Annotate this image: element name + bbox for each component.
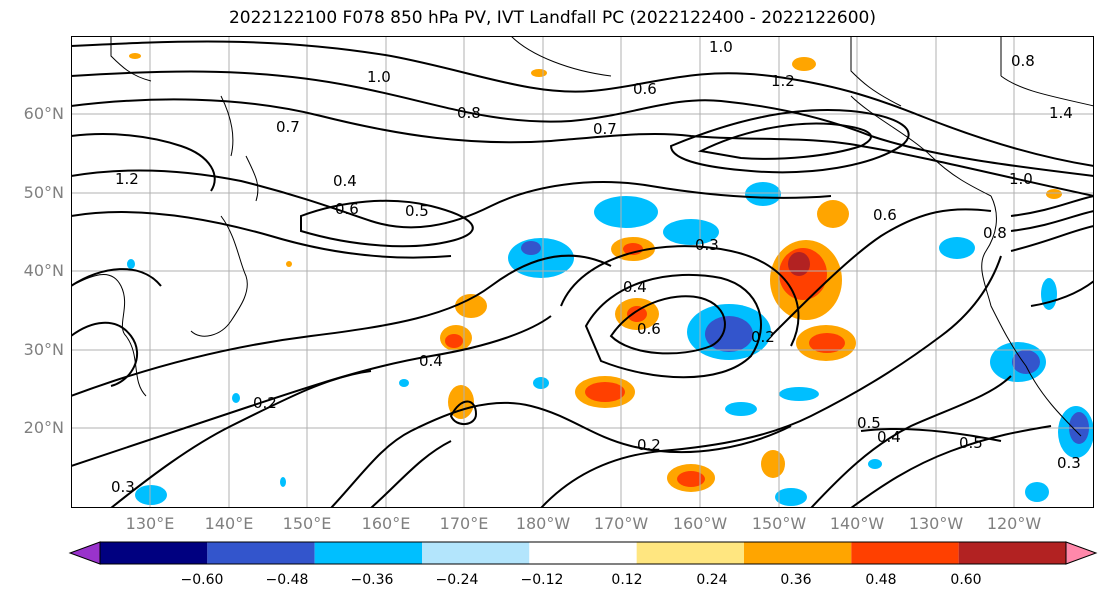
lat-label-50n: 50°N [23, 183, 64, 202]
lon-label-180w: 180°W [515, 514, 571, 533]
colorbar-tick: 0.60 [950, 572, 982, 588]
colorbar-tick: 0.12 [611, 572, 643, 588]
colorbar-extend-min [68, 541, 101, 565]
contour-label: 0.6 [873, 206, 897, 224]
colorbar-tick: −0.60 [180, 572, 224, 588]
contour-label: 0.7 [593, 120, 617, 138]
lon-label-170w: 170°W [593, 514, 649, 533]
colorbar-tick: −0.48 [265, 572, 309, 588]
contour-label: 0.4 [333, 172, 357, 190]
lon-label-140e: 140°E [204, 514, 254, 533]
contour-label: 1.2 [771, 72, 795, 90]
colorbar-tick: −0.12 [520, 572, 564, 588]
contour-label: 0.2 [637, 436, 661, 454]
lon-label-140w: 140°W [829, 514, 885, 533]
colorbar-segment [636, 542, 744, 564]
contour-label: 0.2 [751, 328, 775, 346]
coastlines [71, 36, 1094, 437]
contour-label: 0.6 [335, 200, 359, 218]
contour-label: 0.4 [623, 278, 647, 296]
contour-label: 0.6 [637, 320, 661, 338]
colorbar-segment [744, 542, 852, 564]
contour-label: 1.0 [1009, 170, 1033, 188]
contour-label: 0.6 [633, 80, 657, 98]
contour-label: 1.4 [1049, 104, 1073, 122]
contour-label: 0.3 [695, 236, 719, 254]
contour-label: 0.4 [419, 352, 443, 370]
contour-label: 1.0 [709, 38, 733, 56]
colorbar-tick: −0.36 [350, 572, 394, 588]
colorbar-segment [851, 542, 959, 564]
colorbar-tick: 0.48 [865, 572, 897, 588]
colorbar-tick: 0.36 [780, 572, 812, 588]
contour-label: 0.3 [1057, 454, 1081, 472]
contour-label: 0.8 [983, 224, 1007, 242]
contour-label: 0.8 [457, 104, 481, 122]
contour-label: 0.8 [1011, 52, 1035, 70]
colorbar-segment [207, 542, 315, 564]
colorbar-tick: 0.24 [696, 572, 728, 588]
lon-label-150e: 150°E [282, 514, 332, 533]
contour-labels: 1.0 1.0 0.8 0.7 0.7 0.6 0.6 0.5 0.4 1.2 … [111, 38, 1081, 496]
contour-label: 0.5 [959, 434, 983, 452]
colorbar [68, 541, 1098, 565]
lon-label-150w: 150°W [751, 514, 807, 533]
map-panel: 1.0 1.0 0.8 0.7 0.7 0.6 0.6 0.5 0.4 1.2 … [71, 36, 1094, 508]
lon-label-160e: 160°E [361, 514, 411, 533]
contour-label: 0.4 [877, 428, 901, 446]
lon-label-170e: 170°E [439, 514, 489, 533]
contour-label: 0.2 [253, 394, 277, 412]
colorbar-segment [100, 542, 208, 564]
lat-label-40n: 40°N [23, 261, 64, 280]
colorbar-frame [99, 541, 1067, 565]
colorbar-tick: −0.24 [435, 572, 479, 588]
lat-label-30n: 30°N [23, 340, 64, 359]
lon-label-130e: 130°E [125, 514, 175, 533]
pv-contours [71, 40, 1094, 508]
colorbar-extend-max [1065, 541, 1098, 565]
lon-label-120w: 120°W [986, 514, 1042, 533]
contour-label: 1.0 [367, 68, 391, 86]
colorbar-segment [314, 542, 422, 564]
lat-label-60n: 60°N [23, 104, 64, 123]
contour-label: 0.7 [276, 118, 300, 136]
colorbar-segment [529, 542, 637, 564]
lon-label-160w: 160°W [672, 514, 728, 533]
colorbar-segment [958, 542, 1066, 564]
lat-label-20n: 20°N [23, 418, 64, 437]
lon-label-130w: 130°W [908, 514, 964, 533]
contour-label: 0.5 [857, 414, 881, 432]
contour-label: 1.2 [115, 170, 139, 188]
contour-label: 0.3 [111, 478, 135, 496]
contour-label: 0.5 [405, 202, 429, 220]
colorbar-segment [422, 542, 530, 564]
map-title: 2022122100 F078 850 hPa PV, IVT Landfall… [228, 8, 876, 28]
gridlines [71, 36, 1094, 508]
